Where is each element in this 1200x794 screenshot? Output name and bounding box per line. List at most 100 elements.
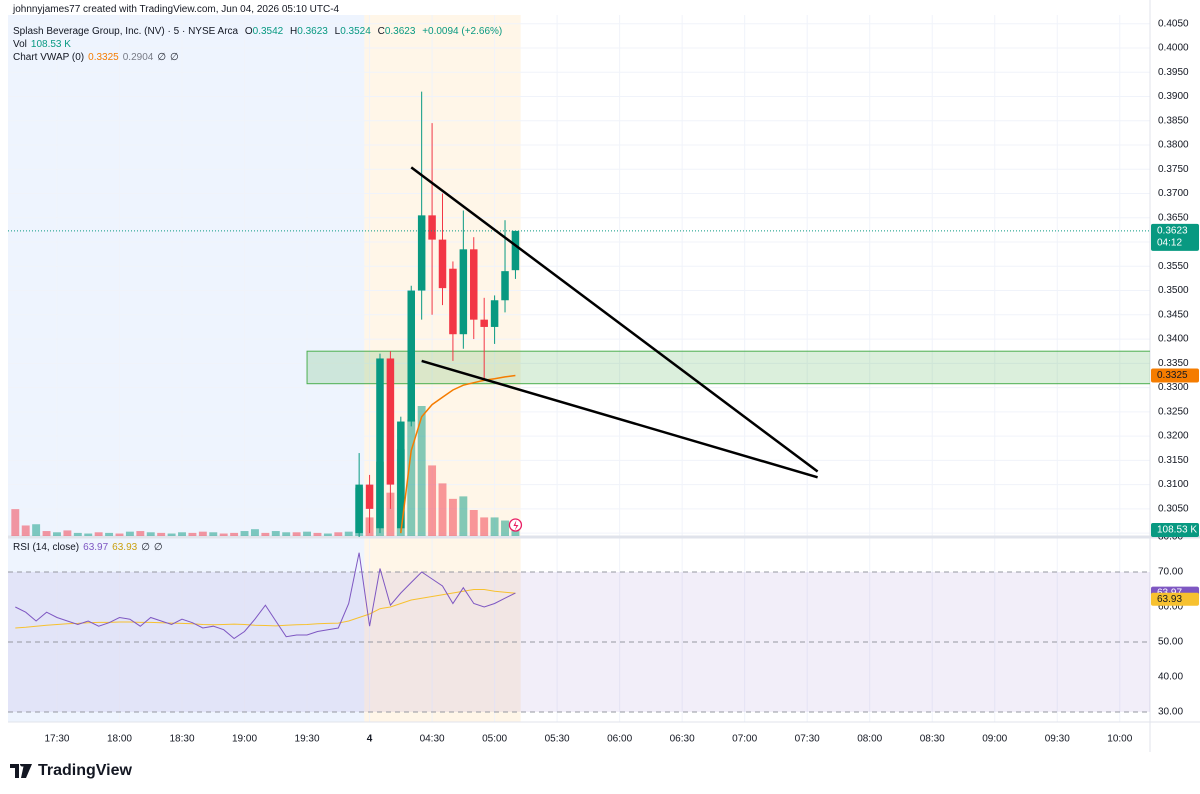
trend-line	[421, 359, 818, 479]
support-zone	[306, 350, 1150, 385]
candle-body	[459, 249, 468, 335]
x-tick-label: 07:30	[795, 734, 820, 745]
volume-value: 108.53 K	[30, 39, 71, 50]
empty: ∅	[170, 52, 179, 63]
rsi-tick-label: 70.00	[1158, 567, 1183, 578]
volume-bar	[219, 533, 228, 536]
volume-bar	[146, 532, 155, 536]
vwap-badge: 0.3325	[1157, 370, 1188, 381]
rsi-pane	[8, 552, 1150, 713]
y-tick-label: 0.3400	[1158, 334, 1189, 345]
y-tick-label: 0.3350	[1158, 358, 1189, 369]
rsi-legend: RSI (14, close) 63.97 63.93 ∅ ∅	[13, 542, 167, 553]
volume-bar	[94, 532, 103, 536]
candle-body	[355, 484, 363, 534]
x-tick-label: 08:00	[857, 734, 882, 745]
x-tick-label: 06:30	[670, 734, 695, 745]
ohlc-key: O	[244, 26, 253, 37]
x-tick-label: 19:00	[232, 734, 257, 745]
logo-icon	[10, 764, 32, 778]
ohlc-value: 0.3542	[252, 26, 284, 37]
volume-bar	[323, 533, 332, 536]
event-icon	[513, 520, 519, 531]
session-bg	[8, 15, 365, 722]
main-pane	[8, 91, 1150, 537]
volume-bar	[125, 531, 134, 536]
volume-bar	[261, 532, 270, 536]
candle-body	[428, 215, 436, 240]
candle-body	[470, 249, 478, 320]
y-tick-label: 0.3700	[1158, 188, 1189, 199]
volume-badge-bg	[1151, 523, 1199, 537]
candle-body	[365, 484, 374, 509]
rsi-ma-badge-bg	[1151, 592, 1199, 606]
empty: ∅	[141, 542, 150, 553]
volume-bar	[63, 530, 72, 536]
volume-bar	[157, 532, 166, 536]
x-tick-label: 07:00	[732, 734, 757, 745]
x-tick-label: 18:00	[107, 734, 132, 745]
y-tick-label: 0.3900	[1158, 91, 1189, 102]
volume-bar	[501, 520, 509, 536]
volume-bar	[167, 533, 176, 536]
volume-bar	[230, 532, 239, 536]
price-badge-bg	[1151, 223, 1199, 251]
volume-bar	[178, 532, 186, 536]
y-tick-label: 0.3800	[1158, 140, 1189, 151]
logo: TradingView	[10, 762, 132, 780]
credit: johnnyjames77 created with TradingView.c…	[13, 4, 340, 15]
countdown: 04:12	[1157, 238, 1182, 249]
vwap-line	[400, 374, 516, 534]
x-tick-label: 04:30	[420, 734, 445, 745]
y-tick-label: 0.3500	[1158, 285, 1189, 296]
y-tick-label: 0.3150	[1158, 455, 1189, 466]
volume-bar	[490, 517, 499, 536]
volume-bar	[209, 532, 218, 536]
vwap-badge-bg	[1151, 368, 1199, 383]
x-tick-label: 19:30	[295, 734, 320, 745]
x-tick-label: 06:00	[607, 734, 632, 745]
title: Splash Beverage Group, Inc. (NV) · 5 · N…	[13, 26, 239, 37]
rsi-value: 63.97	[83, 542, 109, 553]
volume-bar	[282, 532, 291, 536]
rsi-name: RSI (14, close)	[13, 542, 80, 553]
y-tick-label: 0.3100	[1158, 479, 1189, 490]
empty: ∅	[153, 542, 163, 553]
ohlc-value: 0.3623	[384, 26, 416, 37]
x-tick-label: 18:30	[169, 734, 194, 745]
volume-bar	[115, 533, 124, 536]
ohlc-value: 0.3524	[340, 26, 371, 37]
volume-bar	[459, 496, 468, 536]
logo-text: TradingView	[38, 762, 132, 779]
rsi-ma-value: 63.93	[112, 542, 138, 553]
rsi-ma-badge: 63.93	[1157, 594, 1182, 605]
volume-bar	[407, 419, 416, 536]
vwap-value: 0.3325	[88, 52, 119, 63]
y-tick-label: 0.3050	[1158, 504, 1189, 515]
x-tick-label: 4	[367, 734, 373, 745]
y-tick-label: 0.3650	[1158, 212, 1189, 223]
volume-bar	[21, 525, 30, 536]
rsi-tick-label: 60.00	[1158, 602, 1183, 613]
volume-bar	[73, 532, 82, 536]
change: +0.0094 (+2.66%)	[422, 26, 503, 37]
volume-bar	[303, 531, 312, 536]
y-tick-label: 0.4050	[1158, 18, 1189, 29]
rsi-tick-label: 40.00	[1158, 672, 1183, 683]
ohlc-value: 0.3623	[297, 26, 328, 37]
volume-bar	[42, 531, 51, 536]
volume-bar	[250, 529, 259, 536]
volume-legend: Vol 108.53 K	[13, 39, 75, 50]
volume-bar	[469, 510, 478, 536]
candle-body	[386, 358, 395, 485]
volume-bar	[313, 532, 322, 536]
rsi-tick-label: 50.00	[1158, 637, 1183, 648]
candle-body	[417, 215, 426, 291]
y-tick-label: 0.3450	[1158, 309, 1189, 320]
candle-body	[449, 268, 457, 335]
y-tick-label: 0.4000	[1158, 43, 1189, 54]
volume-bar	[32, 524, 41, 536]
x-tick-label: 10:00	[1107, 734, 1132, 745]
empty: ∅	[157, 52, 167, 63]
